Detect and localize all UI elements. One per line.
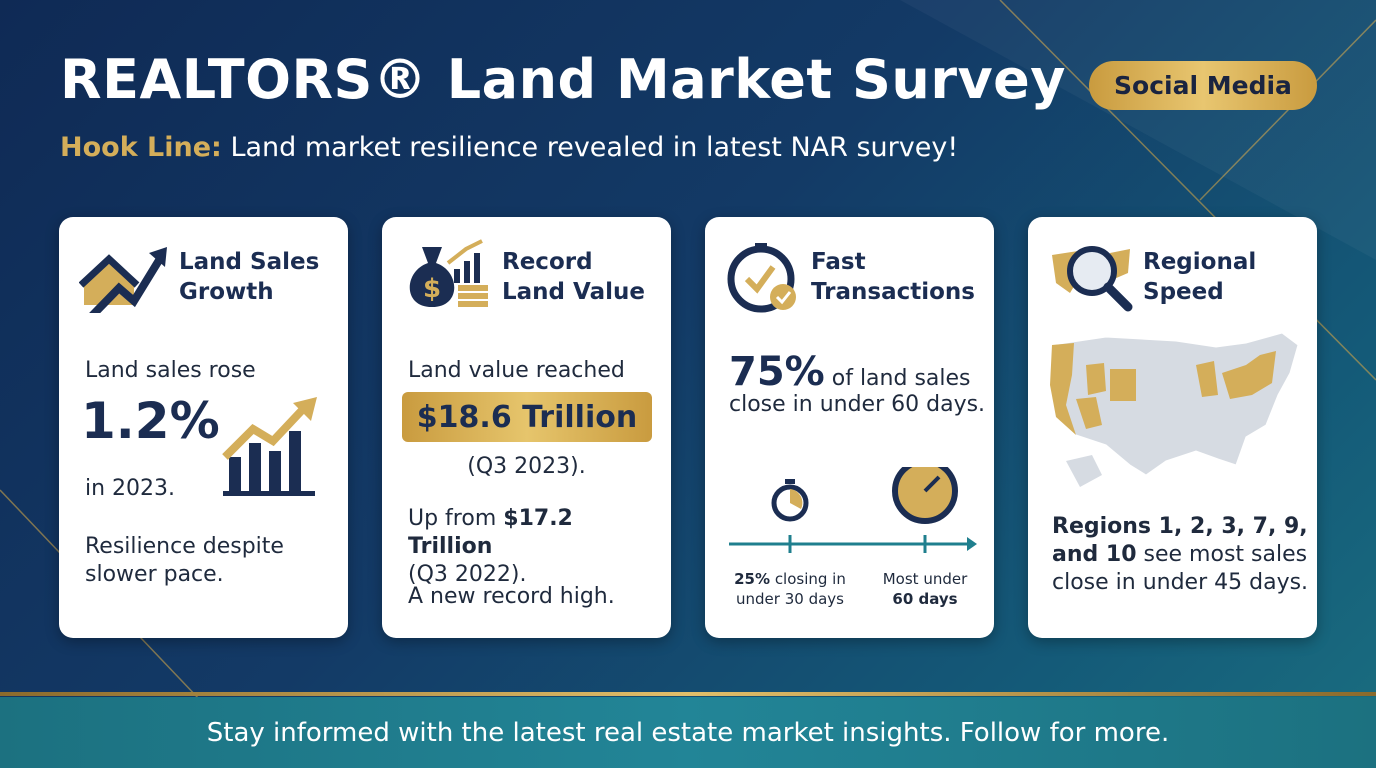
icon: [1052, 246, 1133, 312]
card: Fast Transactions 75% of land sales clos…: [705, 217, 994, 638]
timeline-text: Most under: [882, 570, 968, 588]
icon: [727, 243, 796, 313]
stat-line: 75% of land sales: [729, 347, 971, 404]
timeline-bold: 60 days: [892, 590, 958, 608]
footer: Stay informed with the latest real estat…: [0, 697, 1376, 768]
note: Resilience despite slower pace.: [85, 534, 284, 587]
stat-tail: in 2023.: [85, 476, 176, 501]
icon: [79, 247, 167, 313]
hook-label: Hook Line:: [60, 132, 222, 163]
timeline-label: 25% closing in under 30 days: [725, 569, 855, 609]
timeline-label: Most under 60 days: [860, 569, 990, 609]
badge: Social Media: [1089, 61, 1317, 110]
prior-lead: Up from: [408, 506, 497, 531]
stat: 1.2%: [81, 392, 220, 450]
card: Regional Speed Regions 1, 2, 3, 7, 9, an…: [1028, 217, 1317, 638]
card: Land Sales Growth Land sales rose 1.2% i…: [59, 217, 348, 638]
hook-line: Hook Line: Land market resilience reveal…: [60, 132, 958, 163]
stat-tail: (Q3 2023).: [467, 454, 586, 479]
title: REALTORS® Land Market Survey: [60, 48, 1066, 111]
divider: [0, 692, 1376, 696]
stat-line2: close in under 60 days.: [729, 392, 986, 417]
icon: $: [409, 239, 488, 307]
stat: $18.6 Trillion: [402, 392, 652, 442]
lead: Land sales rose: [85, 358, 256, 383]
lead: Land value reached: [408, 358, 625, 383]
stat: 75%: [729, 349, 825, 395]
card: $ Record Land Value Land value reached $…: [382, 217, 671, 638]
regions-text: see most sales close in under 45 days.: [1052, 542, 1309, 595]
card-title: Land Sales Growth: [179, 249, 320, 305]
timeline-bold: 25%: [734, 570, 771, 588]
regions-bold: Regions 1, 2, 3, 7, 9, and 10: [1052, 514, 1308, 567]
card-title: Record Land Value: [502, 249, 645, 305]
chart-icon: [222, 397, 317, 496]
prior-value: $17.2 Trillion: [408, 506, 573, 559]
hook-text: Land market resilience revealed in lates…: [230, 132, 959, 163]
prior-tail: (Q3 2022).: [408, 562, 527, 587]
regions: Regions 1, 2, 3, 7, 9, and 10 see most s…: [1052, 513, 1312, 597]
us-map: [1049, 332, 1299, 487]
note: A new record high.: [408, 584, 615, 609]
svg-text:$: $: [423, 274, 441, 304]
card-title: Regional Speed: [1143, 249, 1257, 305]
card-title: Fast Transactions: [811, 249, 975, 305]
timeline-text: closing in under 30 days: [736, 570, 846, 608]
timeline: [729, 467, 977, 553]
prior: Up from $17.2 Trillion (Q3 2022).: [408, 505, 658, 589]
stat-tail: of land sales: [831, 366, 971, 391]
